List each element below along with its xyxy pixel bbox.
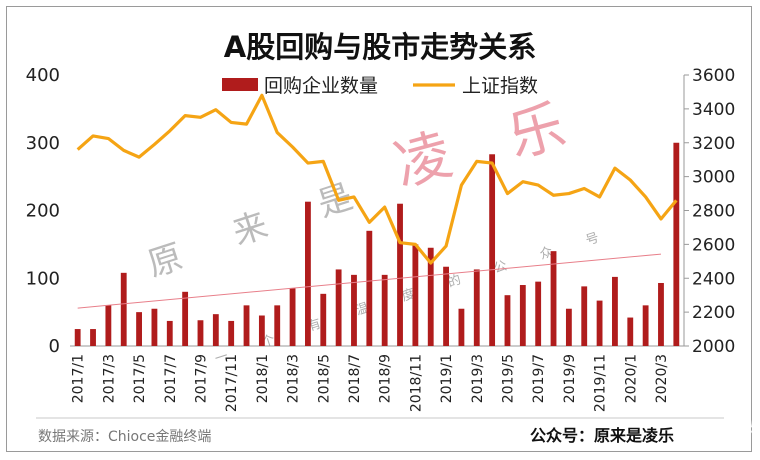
bar [197,320,204,346]
bar [504,295,511,346]
bar [565,308,572,346]
right-tick-label: 2800 [692,202,735,222]
right-tick-label: 3600 [692,66,735,86]
bar [381,274,388,346]
bar [212,314,219,346]
x-tick-label: 2019/7 [531,354,547,403]
bar [427,247,434,346]
bar [182,291,189,346]
legend-swatch-bars [222,78,258,91]
bar [90,329,96,346]
left-tick-label: 200 [26,201,60,222]
watermark-big-2: 乐 [501,93,572,170]
bar [274,305,281,346]
x-tick-label: 2018/11 [408,354,424,412]
chart-frame [6,6,752,452]
legend-label-bars: 回购企业数量 [264,75,378,97]
wechat-account: 公众号：原来是凌乐 [530,426,674,445]
chart-title: A股回购与股市走势关系 [224,30,536,64]
x-tick-label: 2017/7 [163,354,179,403]
legend: 回购企业数量 上证指数 [222,75,538,97]
bar [535,281,542,346]
bar [519,285,526,346]
x-tick-label: 2017/11 [224,354,240,412]
zhihu-watermark: 知乎 @凌乐 [680,418,760,437]
bar [658,282,664,346]
left-tick-label: 300 [26,133,60,154]
bar [166,320,173,346]
bar [366,230,373,346]
bar [136,312,142,347]
index-line [76,93,678,265]
bar [335,269,342,346]
watermark-mid-2: 来 [228,205,273,254]
bar [443,266,449,346]
x-tick-label: 2018/7 [347,354,363,403]
line-series [76,93,678,265]
bar [612,276,618,346]
bar [243,305,250,346]
bar [458,308,465,346]
bar [581,286,588,346]
bar [151,308,158,346]
x-tick-label: 2018/5 [316,354,332,403]
bar [412,244,419,347]
x-tick-label: 2019/1 [439,354,455,403]
x-tick-label: 2020/1 [623,354,639,403]
watermark-small-6: 的 [446,272,463,291]
tick-labels: 0 100 200 300 400 2000 2200 2400 2600 2800 3000 320… [26,65,736,412]
bar [74,329,81,346]
x-tick-label: 2018/1 [255,354,271,403]
x-tick-label: 2017/3 [101,354,117,403]
bar-series [74,142,680,347]
bar [627,317,634,346]
watermark-mid-3: 是 [313,177,358,226]
x-tick-label: 2017/5 [132,354,148,403]
bar [351,274,357,346]
bar [228,320,235,346]
bar-trendline [77,253,662,309]
watermark-mid-1: 原 [143,237,188,286]
bar [258,315,265,346]
bar [105,305,112,346]
watermark-big-1: 凌 [388,122,459,199]
x-tick-label: 2018/9 [378,354,394,403]
bar [596,300,603,346]
bar [289,288,296,346]
legend-label-line: 上证指数 [462,75,538,97]
bar [550,251,557,346]
x-tick-label: 2017/9 [193,354,209,403]
bar [473,269,480,346]
watermark-small-9: 号 [584,231,601,249]
bar [120,272,127,346]
right-tick-label: 2600 [692,235,735,255]
bar [320,293,327,346]
right-tick-label: 3200 [692,134,735,154]
trendline [77,253,662,309]
x-tick-label: 2020/3 [654,354,670,403]
right-tick-label: 3400 [692,100,735,120]
right-tick-label: 2200 [692,303,735,323]
right-tick-label: 2000 [692,337,735,357]
left-tick-label: 400 [26,65,60,86]
bar [642,305,649,346]
data-source: 数据来源：Chioce金融终端 [38,429,211,445]
right-tick-label: 3000 [692,168,735,188]
x-tick-label: 2017/1 [71,354,87,403]
right-tick-label: 2400 [692,269,735,289]
x-tick-label: 2019/11 [593,354,609,412]
x-tick-label: 2019/9 [562,354,578,403]
watermark-small-1: 一 [213,349,230,367]
x-tick-label: 2019/3 [470,354,486,403]
bar [673,142,680,346]
bar [397,203,403,346]
x-tick-label: 2018/3 [286,354,302,403]
left-tick-label: 0 [49,336,60,357]
bar [489,154,496,346]
x-tick-label: 2019/5 [500,354,516,403]
bar [305,201,311,346]
left-tick-label: 100 [26,268,60,289]
watermark-small-7: 公 [492,259,509,277]
